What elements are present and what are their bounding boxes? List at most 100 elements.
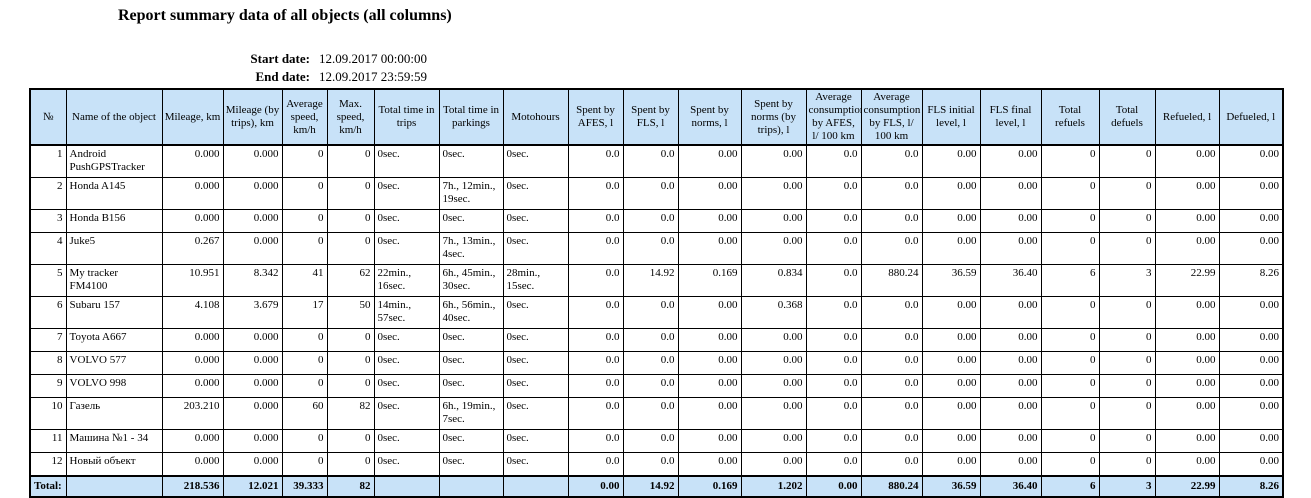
col-header-avg_cons_fls: Average consumption by FLS, l/ 100 km: [860, 88, 923, 146]
cell-spent_fls: 0.0: [622, 209, 679, 233]
cell-time_parkings: 6h., 19min., 7sec.: [438, 397, 504, 430]
cell-mileage_trips_km: 0.000: [222, 144, 283, 178]
col-header-avg_cons_afes: Average consumption by AFES, l/ 100 km: [805, 88, 862, 146]
cell-fls_final: 0.00: [979, 232, 1042, 265]
col-header-time_parkings: Total time in parkings: [438, 88, 504, 146]
end-date-label: End date:: [255, 69, 310, 84]
cell-motohours: 0sec.: [502, 429, 569, 453]
cell-mileage_trips_km: 8.342: [222, 264, 283, 297]
cell-avg_speed: 0: [281, 374, 328, 398]
cell-time_parkings: 7h., 13min., 4sec.: [438, 232, 504, 265]
cell-refueled: 0.00: [1154, 232, 1220, 265]
cell-total_defuels: 0: [1098, 296, 1156, 329]
cell-num: 1: [29, 144, 67, 178]
cell-spent_fls: 0.0: [622, 429, 679, 453]
cell-name: Газель: [65, 397, 163, 430]
cell-num: 2: [29, 177, 67, 210]
cell-mileage_trips_km: 0.000: [222, 429, 283, 453]
cell-avg_speed: 0: [281, 351, 328, 375]
cell-avg_cons_afes: 0.0: [805, 296, 862, 329]
cell-spent_norms: 0.00: [677, 452, 742, 477]
cell-max_speed: 0: [326, 452, 375, 477]
col-header-name: Name of the object: [65, 88, 163, 146]
cell-name: Honda A145: [65, 177, 163, 210]
cell-name: VOLVO 577: [65, 351, 163, 375]
cell-spent_norms_trips: 0.00: [740, 397, 807, 430]
cell-motohours: 0sec.: [502, 177, 569, 210]
cell-fls_initial: 0.00: [921, 177, 981, 210]
cell-spent_norms: 0.00: [677, 397, 742, 430]
cell-spent_fls: 0.0: [622, 351, 679, 375]
cell-spent_fls: 0.0: [622, 397, 679, 430]
cell-max_speed: 0: [326, 144, 375, 178]
cell-spent_norms: 0.00: [677, 351, 742, 375]
cell-fls_final: 0.00: [979, 429, 1042, 453]
cell-time_trips: 0sec.: [373, 144, 440, 178]
table-row-3: 3 Honda B156 0.000 0.000 0 0 0sec. 0sec. 0sec. 0.…: [29, 209, 1284, 233]
table-row-9: 9 VOLVO 998 0.000 0.000 0 0 0sec. 0sec. 0sec. 0.0…: [29, 374, 1284, 398]
cell-fls_initial: 0.00: [921, 209, 981, 233]
cell-avg_cons_fls: 0.0: [860, 452, 923, 477]
cell-time_parkings: 0sec.: [438, 452, 504, 477]
cell-total_defuels: 0: [1098, 232, 1156, 265]
cell-time_trips: 0sec.: [373, 397, 440, 430]
cell-spent_norms_trips: 0.834: [740, 264, 807, 297]
cell-avg_speed: 0: [281, 209, 328, 233]
cell-spent_norms_trips: 0.00: [740, 351, 807, 375]
cell-num: 5: [29, 264, 67, 297]
cell-fls_final: 0.00: [979, 209, 1042, 233]
table-row-6: 6 Subaru 157 4.108 3.679 17 50 14min., 57sec. 6…: [29, 296, 1284, 329]
end-date-value: 12.09.2017 23:59:59: [319, 69, 427, 84]
cell-spent_afes: 0.0: [567, 328, 624, 352]
table-row-1: 1 Android PushGPSTracker 0.000 0.000 0 0 0sec.…: [29, 144, 1284, 178]
cell-num: 6: [29, 296, 67, 329]
cell-avg_cons_afes: 0.0: [805, 144, 862, 178]
cell-avg_cons_afes: 0.0: [805, 374, 862, 398]
cell-spent_fls: 0.0: [622, 328, 679, 352]
cell-spent_norms_trips: 0.00: [740, 232, 807, 265]
cell-fls_final: 0.00: [979, 328, 1042, 352]
cell-total_refuels: 0: [1040, 374, 1100, 398]
cell-mileage_km: 0.000: [161, 351, 224, 375]
cell-max_speed: 62: [326, 264, 375, 297]
cell-refueled: 0.00: [1154, 296, 1220, 329]
table-row-12: 12 Новый объект 0.000 0.000 0 0 0sec. 0sec. 0sec…: [29, 452, 1284, 477]
cell-avg_speed: 0: [281, 429, 328, 453]
cell-avg_cons_fls: 0.0: [860, 374, 923, 398]
cell-motohours: 0sec.: [502, 144, 569, 178]
cell-spent_fls: 0.0: [622, 296, 679, 329]
cell-total_defuels: 0: [1098, 452, 1156, 477]
cell-fls_final: 0.00: [979, 397, 1042, 430]
cell-max_speed: 0: [326, 328, 375, 352]
cell-fls_initial: 0.00: [921, 397, 981, 430]
cell-mileage_trips_km: 0.000: [222, 351, 283, 375]
cell-max_speed: 82: [326, 397, 375, 430]
cell-total_refuels: 0: [1040, 144, 1100, 178]
cell-fls_initial: 0.00: [921, 351, 981, 375]
cell-spent_norms: 0.00: [677, 429, 742, 453]
cell-avg_cons_afes: 0.0: [805, 264, 862, 297]
cell-avg_speed: 60: [281, 397, 328, 430]
cell-motohours: 28min., 15sec.: [502, 264, 569, 297]
cell-refueled: 0.00: [1154, 328, 1220, 352]
report-table-container: № Name of the object Mileage, km Mileage (b…: [29, 88, 1284, 498]
cell-spent_afes: 0.0: [567, 264, 624, 297]
cell-defueled: 0.00: [1218, 328, 1284, 352]
cell-motohours: 0sec.: [502, 209, 569, 233]
cell-time_parkings: 0sec.: [438, 429, 504, 453]
col-header-num: №: [29, 88, 67, 146]
cell-num: 8: [29, 351, 67, 375]
cell-spent_norms_trips: 0.00: [740, 177, 807, 210]
cell-fls_initial: 0.00: [921, 374, 981, 398]
cell-spent_afes: 0.0: [567, 209, 624, 233]
cell-spent_norms: 0.169: [677, 264, 742, 297]
cell-time_trips: 22min., 16sec.: [373, 264, 440, 297]
start-date-label: Start date:: [250, 51, 310, 66]
cell-num: 4: [29, 232, 67, 265]
cell-defueled: 0.00: [1218, 144, 1284, 178]
cell-time_trips: 0sec.: [373, 452, 440, 477]
cell-mileage_km: 0.000: [161, 177, 224, 210]
table-row-10: 10 Газель 203.210 0.000 60 82 0sec. 6h., 19min.…: [29, 397, 1284, 430]
cell-avg_cons_afes: 0.0: [805, 351, 862, 375]
cell-avg_cons_afes: 0.0: [805, 328, 862, 352]
